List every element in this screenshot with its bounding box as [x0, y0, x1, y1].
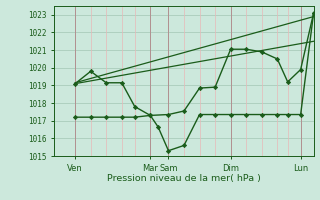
- X-axis label: Pression niveau de la mer( hPa ): Pression niveau de la mer( hPa ): [107, 174, 261, 183]
